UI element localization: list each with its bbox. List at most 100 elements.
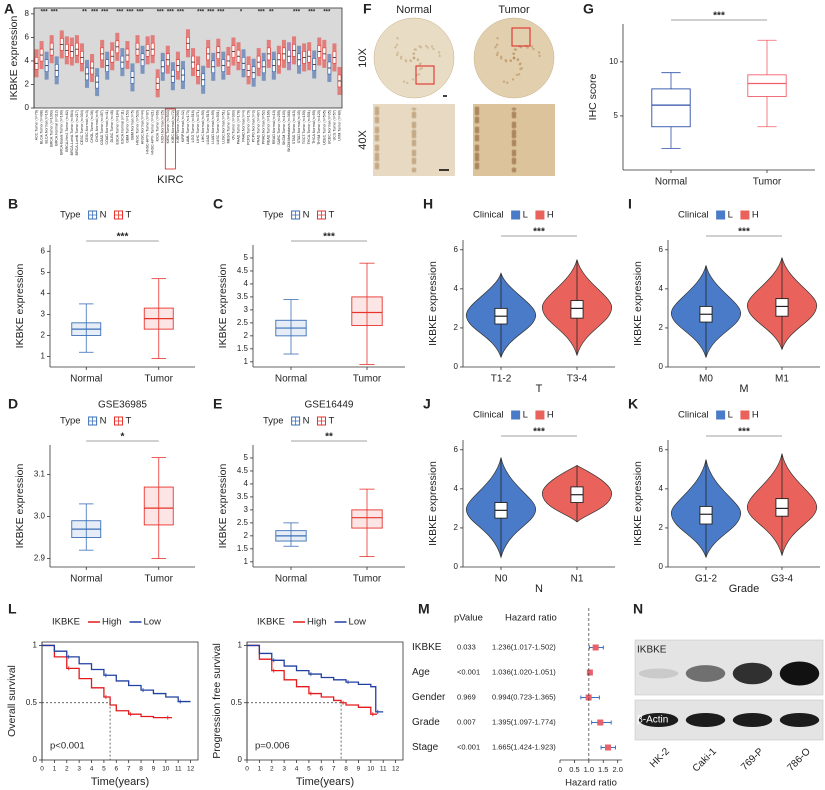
x-tick-label: 9 xyxy=(357,766,361,773)
x-axis-label: T xyxy=(536,383,543,395)
x-tick-label: 0.5 xyxy=(569,765,579,774)
cell xyxy=(411,161,417,165)
zoom-box xyxy=(415,65,435,85)
box xyxy=(775,298,789,317)
x-tick-label: LGG.Tumor (n=516) xyxy=(191,110,195,142)
tissue-texture xyxy=(530,45,534,48)
panel-letter: G xyxy=(583,1,594,17)
band xyxy=(638,668,679,679)
x-tick-label: BLCA.Normal (n=19) xyxy=(45,110,49,143)
significance-label: *** xyxy=(91,10,99,16)
lane-label: Caki-1 xyxy=(691,746,720,775)
x-tick-label: 4 xyxy=(90,766,94,773)
legend-swatch xyxy=(740,210,750,220)
median-line xyxy=(247,702,342,760)
x-tick-label: N0 xyxy=(495,574,508,585)
x-tick-label: LIHC.Normal (n=50) xyxy=(201,110,205,142)
panel-letter: K xyxy=(628,396,638,412)
x-tick-label: PAAD.Tumor (n=178) xyxy=(236,110,240,144)
significance-label: * xyxy=(121,432,125,443)
box xyxy=(651,88,691,128)
tissue-texture xyxy=(395,53,399,57)
significance-label: *** xyxy=(217,10,225,16)
x-tick-label: 0 xyxy=(40,766,44,773)
p-value: <0.001 xyxy=(457,667,480,676)
x-tick-label: BRCA-Basal.Tumor (n=190) xyxy=(60,110,64,155)
x-tick-label: ACC.Tumor (n=79) xyxy=(34,110,38,140)
y-tick-label: 4 xyxy=(659,484,664,493)
y-tick-label: 4 xyxy=(454,284,459,293)
y-tick-label: 1 xyxy=(244,357,249,366)
cell xyxy=(374,138,380,142)
y-tick-label: 1 xyxy=(238,641,243,650)
tissue-texture xyxy=(514,48,518,51)
x-tick-label: 3 xyxy=(282,766,286,773)
x-tick-label: UVM.Tumor (n=80) xyxy=(337,110,341,141)
y-tick-label: 5 xyxy=(41,267,46,276)
x-tick-label: COAD.Tumor (n=457) xyxy=(100,110,104,145)
cell xyxy=(511,169,517,173)
cell xyxy=(374,130,380,134)
significance-label: *** xyxy=(323,10,331,16)
row-name: IKBKE xyxy=(412,642,442,653)
x-tick-label: CESC.Tumor (n=304) xyxy=(80,110,84,145)
x-tick-label: UCEC.Tumor (n=545) xyxy=(322,110,326,145)
tissue-texture xyxy=(426,46,429,49)
x-tick-label: BRCA.Normal (n=112) xyxy=(55,110,59,146)
protein-label: IKBKE xyxy=(637,645,667,656)
panel-letter: B xyxy=(8,196,18,212)
legend-entry: L xyxy=(523,410,528,421)
tissue-texture xyxy=(417,73,421,76)
y-tick-label: 1 xyxy=(41,352,46,361)
x-tick-label: READ.Normal (n=10) xyxy=(272,110,276,144)
tissue-texture xyxy=(526,46,529,49)
x-tick-label: HNSC.Tumor (n=520) xyxy=(135,110,139,145)
y-axis-label: IKBKE expression xyxy=(217,264,229,349)
y-tick-label: 6 xyxy=(41,246,46,255)
highlight-box xyxy=(164,108,176,170)
hazard-ratio-marker xyxy=(592,644,599,651)
y-tick-label: 1.5 xyxy=(237,544,249,553)
tissue-texture xyxy=(495,53,499,57)
box xyxy=(351,509,383,529)
y-tick-label: 3.0 xyxy=(34,512,46,521)
panel: F Normal Tumor 10X 40X xyxy=(357,1,555,176)
x-tick-label: G3-4 xyxy=(771,574,794,585)
y-tick-label: 2 xyxy=(25,80,30,89)
x-tick-label: BRCA-LumA.Tumor (n=564) xyxy=(70,110,74,155)
x-tick-label: HNSC-HPV+.Tumor (n=97) xyxy=(146,110,150,154)
x-tick-label: THCA.Normal (n=59) xyxy=(312,110,316,144)
y-tick-label: 2 xyxy=(454,523,459,532)
legend-entry: T xyxy=(328,416,334,427)
y-axis-label: IKBKE expression xyxy=(8,16,20,101)
significance-label: *** xyxy=(258,10,266,16)
band xyxy=(685,665,726,682)
cell xyxy=(474,120,480,124)
x-tick-label: TGCT.Tumor (n=150) xyxy=(302,110,306,144)
hazard-ratio-marker xyxy=(605,744,612,751)
legend-entry: N xyxy=(100,210,107,221)
tissue-texture xyxy=(411,78,415,81)
x-tick-label: 6 xyxy=(114,766,118,773)
x-axis-label: N xyxy=(535,583,543,595)
x-axis-label: M xyxy=(739,383,748,395)
panel: H 0 2 4 6 IKBKE expression Clinical L H T1-2 T3-4 T… xyxy=(423,196,615,395)
x-tick-label: 6 xyxy=(319,766,323,773)
y-axis-label: Progression free survival xyxy=(211,643,223,759)
x-axis-label: Time(years) xyxy=(296,776,354,788)
cell xyxy=(474,148,480,152)
legend-entry: T xyxy=(125,416,131,427)
panel-letter: L xyxy=(8,601,17,617)
tissue-texture xyxy=(495,43,499,47)
x-tick-label: Normal xyxy=(70,574,102,585)
y-tick-label: 3 xyxy=(41,310,46,319)
significance-label: *** xyxy=(207,10,215,16)
tissue-texture xyxy=(402,80,406,83)
y-tick-label: 0.5 xyxy=(26,698,38,707)
significance-label: *** xyxy=(308,10,316,16)
x-tick-label: THCA.Tumor (n=501) xyxy=(307,110,311,145)
legend-title: IKBKE xyxy=(52,617,80,628)
